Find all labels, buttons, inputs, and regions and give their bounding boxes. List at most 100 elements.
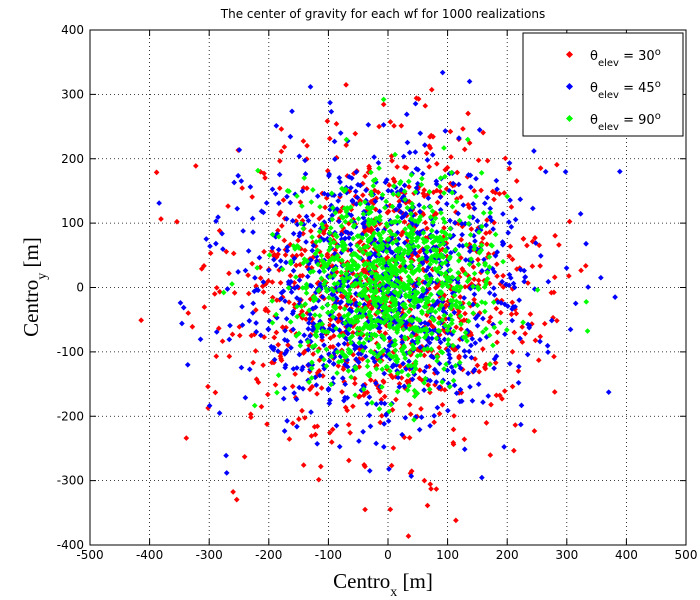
data-point (437, 234, 443, 240)
data-point (413, 185, 420, 191)
data-point (490, 285, 497, 292)
data-point (362, 320, 369, 327)
data-point (300, 138, 307, 144)
data-point (351, 282, 357, 289)
data-point (455, 344, 461, 350)
data-point (317, 463, 324, 470)
data-point (507, 360, 513, 367)
data-point (360, 291, 367, 298)
data-point (308, 433, 315, 439)
data-point (342, 218, 349, 225)
data-point (366, 394, 373, 400)
data-point (297, 297, 303, 303)
data-point (293, 274, 299, 280)
data-point (305, 346, 311, 353)
data-point (563, 265, 570, 271)
data-point (226, 336, 233, 343)
data-point (300, 462, 307, 468)
data-point (428, 353, 435, 360)
data-point (333, 422, 340, 429)
data-point (317, 237, 323, 244)
data-point (234, 205, 241, 212)
data-point (316, 228, 323, 235)
data-point (480, 210, 487, 216)
data-point (516, 363, 522, 370)
data-point (501, 388, 508, 394)
data-point (421, 379, 427, 386)
data-point (350, 403, 356, 410)
data-point (471, 242, 478, 249)
data-point (424, 275, 430, 282)
data-point (450, 439, 457, 446)
data-point (399, 301, 406, 308)
data-point (425, 382, 432, 388)
data-point (297, 342, 304, 349)
data-point (443, 201, 450, 207)
data-point (467, 172, 474, 179)
data-point (487, 209, 494, 216)
x-tick-label: 400 (615, 548, 638, 562)
data-point (275, 348, 281, 355)
data-point (317, 281, 324, 287)
data-point (213, 218, 219, 224)
data-point (360, 386, 367, 393)
data-point (377, 217, 383, 223)
data-point (257, 332, 264, 339)
data-point (393, 261, 399, 268)
data-point (332, 305, 339, 312)
data-point (340, 262, 347, 269)
data-point (460, 202, 467, 208)
data-point (395, 292, 402, 299)
data-point (478, 187, 484, 194)
data-point (296, 351, 303, 358)
data-point (525, 321, 531, 328)
data-point (462, 353, 469, 360)
data-point (419, 175, 425, 182)
data-point (411, 303, 418, 310)
data-point (411, 393, 418, 400)
data-point (418, 297, 425, 304)
legend-entry-45: θelev = 45o (565, 79, 661, 101)
data-point (294, 423, 300, 430)
data-point (423, 304, 430, 310)
data-point (395, 310, 401, 317)
data-point (315, 261, 321, 268)
data-point (391, 289, 398, 295)
legend-marker-90 (565, 114, 574, 123)
data-point (409, 200, 415, 207)
data-point (179, 320, 185, 327)
y-tick-label: 300 (61, 87, 84, 101)
data-point (336, 443, 343, 450)
data-point (491, 292, 498, 298)
chart-title: The center of gravity for each wf for 10… (220, 7, 545, 21)
data-point (373, 271, 379, 278)
data-point (584, 328, 591, 334)
data-point (258, 403, 265, 410)
data-point (314, 440, 321, 447)
data-point (288, 260, 294, 267)
data-point (205, 383, 211, 390)
data-point (509, 306, 515, 312)
data-point (455, 181, 462, 188)
data-point (279, 266, 286, 273)
x-tick-label: 200 (496, 548, 519, 562)
data-point (354, 233, 361, 239)
data-point (240, 228, 246, 234)
data-point (428, 86, 435, 93)
data-point (347, 298, 354, 305)
data-point (279, 306, 285, 313)
data-point (513, 310, 520, 317)
data-point (404, 205, 411, 211)
data-point (318, 252, 325, 259)
data-point (376, 406, 383, 412)
data-point (408, 215, 414, 222)
data-point (393, 237, 400, 244)
data-point (434, 358, 440, 364)
data-point (511, 329, 518, 336)
data-point (447, 312, 454, 319)
data-point (399, 431, 405, 438)
data-point (486, 332, 493, 339)
data-point (466, 348, 473, 355)
data-point (363, 336, 370, 342)
data-point (461, 295, 467, 301)
